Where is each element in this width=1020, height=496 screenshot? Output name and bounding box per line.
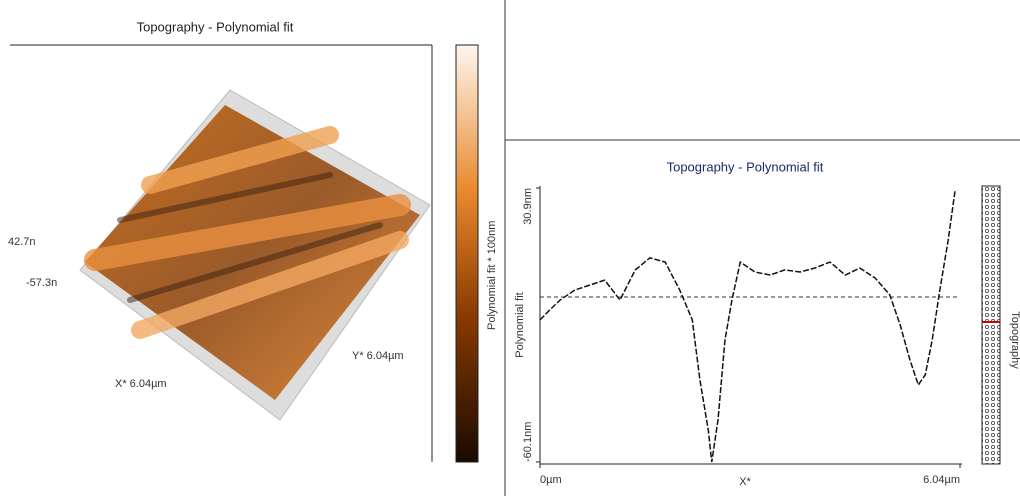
z-label: -57.3n (26, 277, 57, 289)
side-colorbar (981, 185, 1001, 465)
axis-label: X* 6.04µm (115, 378, 167, 390)
y-tick-label: -60.1nm (522, 422, 534, 462)
profile-line (539, 190, 956, 463)
y-tick-label: 30.9nm (522, 188, 534, 225)
chart-title: Topography - Polynomial fit (667, 159, 824, 174)
colorbar (455, 44, 479, 463)
ridges (84, 126, 411, 339)
panel-title: Topography - Polynomial fit (137, 19, 294, 34)
y-axis-label: Polynomial fit (514, 292, 526, 357)
x-tick-label: 0µm (540, 474, 562, 486)
x-tick-label: 6.04µm (923, 474, 960, 486)
z-label: 42.7n (8, 236, 36, 248)
side-label: Topography (1009, 311, 1020, 369)
colorbar-label: Polynomial fit * 100nm (486, 221, 498, 330)
x-axis-label: X* (739, 476, 751, 488)
axis-label: Y* 6.04µm (352, 350, 404, 362)
